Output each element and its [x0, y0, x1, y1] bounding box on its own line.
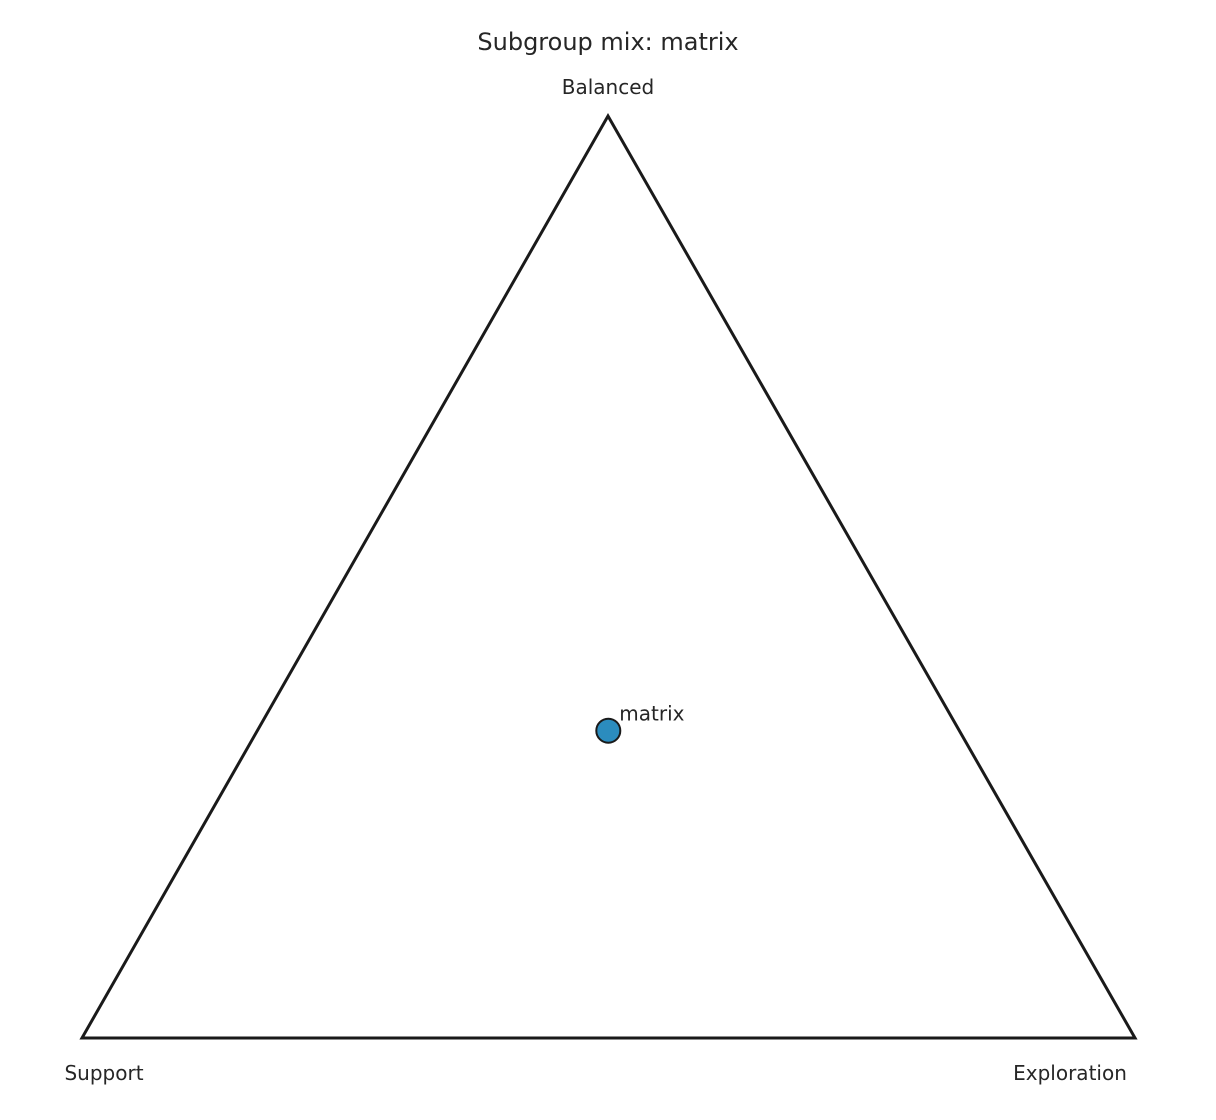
vertex-label-left: Support	[64, 1061, 143, 1085]
point-label-0: matrix	[619, 702, 684, 726]
vertex-label-right: Exploration	[1013, 1061, 1127, 1085]
chart-title: Subgroup mix: matrix	[477, 28, 738, 56]
vertex-label-top: Balanced	[562, 75, 654, 99]
point-0	[595, 717, 622, 744]
ternary-triangle	[79, 112, 1138, 1040]
ternary-points: matrix	[595, 702, 685, 744]
